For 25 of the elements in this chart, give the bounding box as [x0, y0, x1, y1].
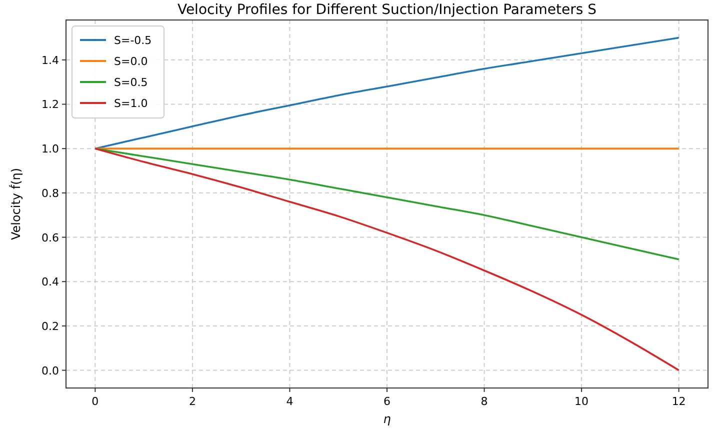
x-tick-label: 10 [574, 395, 589, 408]
y-tick-label: 1.0 [42, 142, 59, 156]
legend-label: S=1.0 [114, 97, 148, 110]
line-series [94, 148, 680, 260]
y-tick-label: 0.0 [42, 364, 59, 378]
line-series [94, 148, 680, 372]
chart-title: Velocity Profiles for Different Suction/Injection Parameters S [177, 2, 597, 18]
x-axis-title: η [383, 412, 392, 426]
y-tick-label: 1.4 [42, 54, 59, 67]
line-series [94, 36, 680, 150]
x-tick-label: 8 [480, 395, 488, 408]
y-tick-label: 0.4 [42, 276, 59, 289]
legend-label: S=0.5 [114, 76, 148, 89]
legend-label: S=-0.5 [114, 34, 152, 47]
x-tick-label: 0 [92, 395, 99, 408]
x-tick-label: 6 [384, 395, 390, 408]
y-tick-label: 0.8 [42, 186, 59, 200]
x-tick-label: 4 [286, 395, 294, 408]
y-tick-label: 0.2 [42, 320, 59, 333]
y-axis-title: Velocity f́(η) [8, 168, 23, 240]
x-tick-label: 2 [188, 395, 196, 408]
legend-label: S=0.0 [114, 55, 148, 68]
y-tick-label: 0.6 [42, 231, 59, 244]
x-tick-label: 12 [672, 395, 686, 408]
y-tick-label: 1.2 [42, 98, 59, 112]
